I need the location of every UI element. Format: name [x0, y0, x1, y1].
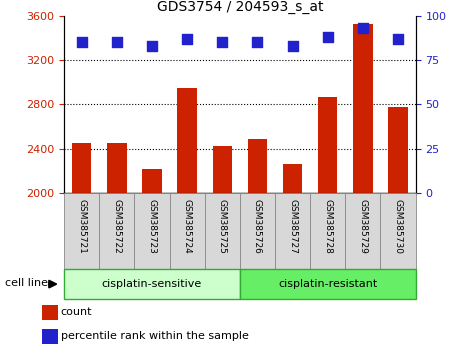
- FancyBboxPatch shape: [134, 193, 170, 269]
- Text: cisplatin-sensitive: cisplatin-sensitive: [102, 279, 202, 289]
- Bar: [318, 97, 337, 193]
- Text: count: count: [61, 307, 92, 317]
- Text: GSM385723: GSM385723: [148, 199, 156, 254]
- Bar: [42, 329, 58, 344]
- Bar: [213, 147, 232, 193]
- Text: GSM385728: GSM385728: [323, 199, 332, 254]
- Text: GSM385730: GSM385730: [394, 199, 402, 254]
- Bar: [283, 164, 302, 193]
- FancyBboxPatch shape: [275, 193, 310, 269]
- Text: GSM385722: GSM385722: [113, 199, 121, 254]
- Point: [289, 43, 296, 49]
- Text: cell line: cell line: [5, 278, 48, 287]
- Bar: [353, 24, 372, 193]
- Bar: [107, 143, 126, 193]
- Text: GSM385729: GSM385729: [359, 199, 367, 254]
- FancyBboxPatch shape: [205, 193, 240, 269]
- FancyBboxPatch shape: [380, 193, 416, 269]
- Point: [359, 25, 367, 31]
- FancyBboxPatch shape: [64, 193, 99, 269]
- FancyBboxPatch shape: [170, 193, 205, 269]
- Text: percentile rank within the sample: percentile rank within the sample: [61, 331, 248, 342]
- Bar: [389, 107, 408, 193]
- Text: GSM385724: GSM385724: [183, 199, 191, 254]
- Text: cisplatin-resistant: cisplatin-resistant: [278, 279, 377, 289]
- FancyBboxPatch shape: [310, 193, 345, 269]
- Point: [148, 43, 156, 49]
- Point: [113, 40, 121, 45]
- Point: [394, 36, 402, 42]
- Bar: [72, 143, 91, 193]
- FancyBboxPatch shape: [99, 193, 134, 269]
- Text: GSM385726: GSM385726: [253, 199, 262, 254]
- Bar: [178, 88, 197, 193]
- FancyBboxPatch shape: [240, 269, 416, 299]
- Point: [324, 34, 332, 40]
- FancyBboxPatch shape: [345, 193, 380, 269]
- Bar: [248, 139, 267, 193]
- Title: GDS3754 / 204593_s_at: GDS3754 / 204593_s_at: [157, 0, 323, 13]
- Point: [78, 40, 86, 45]
- Bar: [142, 169, 162, 193]
- Text: GSM385727: GSM385727: [288, 199, 297, 254]
- FancyBboxPatch shape: [240, 193, 275, 269]
- Text: GSM385725: GSM385725: [218, 199, 227, 254]
- Point: [218, 40, 226, 45]
- Point: [254, 40, 261, 45]
- Text: GSM385721: GSM385721: [77, 199, 86, 254]
- Bar: [42, 304, 58, 320]
- Point: [183, 36, 191, 42]
- FancyBboxPatch shape: [64, 269, 240, 299]
